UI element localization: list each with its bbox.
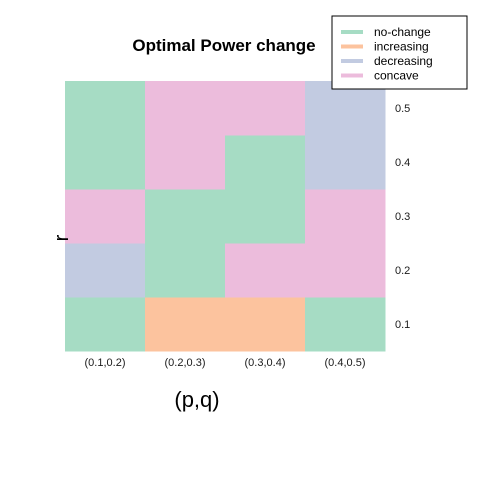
- heatmap-cell-0-4-0-5-0-5: [305, 81, 386, 136]
- x-tick-label: (0.4,0.5): [325, 357, 366, 369]
- heatmap-cell-0-4-0-5-0-4: [305, 135, 386, 190]
- heatmap-cell-0-4-0-5-0-1: [305, 297, 386, 352]
- x-tick-labels: (0.1,0.2) (0.2,0.3) (0.3,0.4) (0.4,0.5): [85, 357, 366, 369]
- y-axis-label: r: [51, 234, 73, 241]
- heatmap-cell-0-3-0-4-0-5: [225, 81, 306, 136]
- heatmap-cell-0-4-0-5-0-3: [305, 189, 386, 244]
- legend-label-increasing: increasing: [374, 40, 429, 54]
- heatmap-cell-0-4-0-5-0-2: [305, 243, 386, 298]
- y-tick-label: 0.2: [395, 265, 410, 277]
- heatmap-cell-0-1-0-2-0-2: [65, 243, 146, 298]
- heatmap-cell-0-2-0-3-0-2: [145, 243, 226, 298]
- heatmap-cell-0-1-0-2-0-1: [65, 297, 146, 352]
- heatmap-cell-0-2-0-3-0-5: [145, 81, 226, 136]
- heatmap-cell-0-2-0-3-0-1: [145, 297, 226, 352]
- chart-title: Optimal Power change: [132, 36, 315, 55]
- heatmap-cell-0-3-0-4-0-4: [225, 135, 306, 190]
- heatmap-cell-0-1-0-2-0-4: [65, 135, 146, 190]
- legend-label-decreasing: decreasing: [374, 54, 433, 68]
- x-tick-label: (0.2,0.3): [165, 357, 206, 369]
- heatmap-cells: [65, 81, 386, 352]
- heatmap-cell-0-2-0-3-0-3: [145, 189, 226, 244]
- y-tick-label: 0.5: [395, 103, 410, 115]
- heatmap-cell-0-3-0-4-0-2: [225, 243, 306, 298]
- heatmap-cell-0-3-0-4-0-3: [225, 189, 306, 244]
- y-tick-labels: 0.1 0.2 0.3 0.4 0.5: [395, 103, 410, 331]
- y-tick-label: 0.4: [395, 157, 410, 169]
- y-tick-label: 0.3: [395, 211, 410, 223]
- legend-label-no-change: no-change: [374, 25, 431, 39]
- y-tick-label: 0.1: [395, 319, 410, 331]
- x-axis-label: (p,q): [174, 387, 219, 412]
- x-tick-label: (0.3,0.4): [245, 357, 286, 369]
- legend-label-concave: concave: [374, 69, 419, 83]
- heatmap-cell-0-1-0-2-0-5: [65, 81, 146, 136]
- heatmap-cell-0-2-0-3-0-4: [145, 135, 226, 190]
- x-tick-label: (0.1,0.2): [85, 357, 126, 369]
- heatmap-cell-0-3-0-4-0-1: [225, 297, 306, 352]
- heatmap-cell-0-1-0-2-0-3: [65, 189, 146, 244]
